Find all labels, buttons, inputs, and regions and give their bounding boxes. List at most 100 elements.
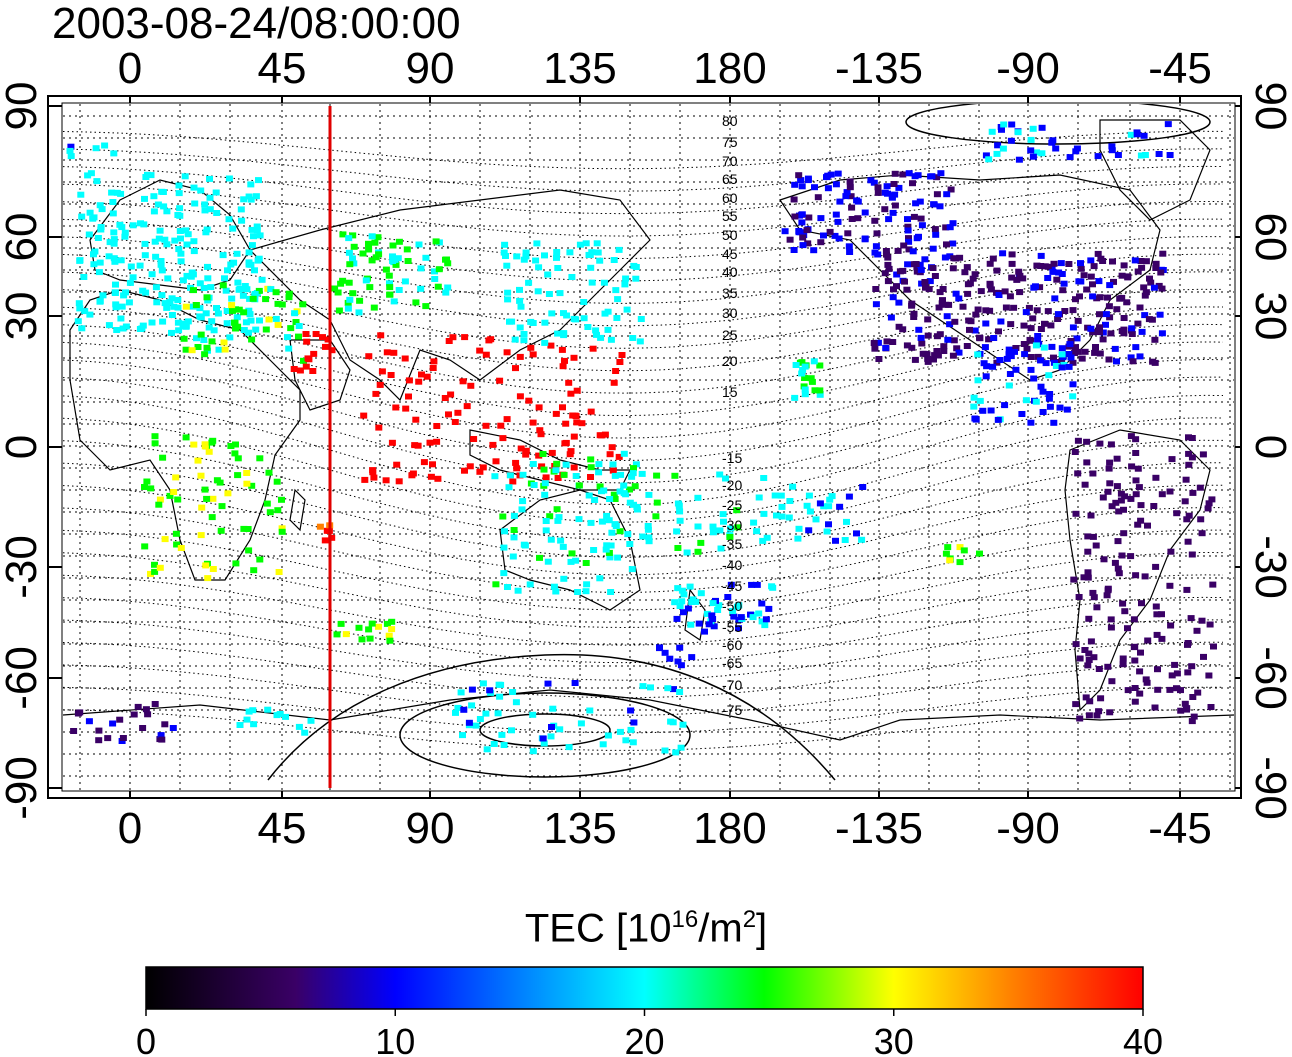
tec-cell xyxy=(105,253,113,260)
lon-tick-label-bottom: 90 xyxy=(406,804,455,853)
tec-cell xyxy=(1096,350,1104,357)
tec-cell xyxy=(1190,713,1198,720)
tec-cell xyxy=(1095,278,1103,285)
tec-cell xyxy=(500,570,508,577)
tec-cell xyxy=(816,391,824,398)
tec-cell xyxy=(1045,372,1053,379)
tec-cell xyxy=(1083,286,1091,293)
tec-cell xyxy=(312,331,320,337)
tec-cell xyxy=(1089,470,1097,477)
tec-cell xyxy=(375,251,383,258)
tec-cell xyxy=(322,343,329,350)
tec-cell xyxy=(501,528,508,535)
tec-cell xyxy=(516,324,524,331)
tec-cell xyxy=(905,246,913,253)
tec-cell xyxy=(273,478,281,485)
axis-ticks xyxy=(48,96,1241,798)
tec-cell xyxy=(791,394,799,401)
tec-cell xyxy=(121,233,129,240)
tec-cell xyxy=(903,342,911,349)
tec-cell xyxy=(909,180,916,187)
tec-cell xyxy=(174,319,182,326)
tec-cell xyxy=(74,318,82,325)
tec-cell xyxy=(1115,508,1123,515)
tec-cell xyxy=(1108,503,1116,510)
tec-cell xyxy=(349,232,357,239)
tec-cell xyxy=(1037,252,1045,259)
tec-cell xyxy=(251,267,258,274)
tec-cell xyxy=(632,461,640,468)
tec-cell xyxy=(986,260,994,267)
tec-cell xyxy=(803,227,811,234)
tec-cell xyxy=(1085,615,1093,622)
tec-cell xyxy=(999,250,1007,257)
tec-cell xyxy=(508,727,515,734)
tec-cell xyxy=(1089,281,1096,288)
tec-cell xyxy=(1110,278,1117,285)
tec-cell xyxy=(1050,354,1057,361)
tec-cell xyxy=(798,211,806,218)
tec-cell xyxy=(1092,542,1100,549)
contour-label: 50 xyxy=(722,227,738,243)
tec-cell xyxy=(687,621,695,628)
tec-cell xyxy=(943,191,951,198)
tec-cell xyxy=(799,367,807,373)
tec-cell xyxy=(556,290,564,297)
tec-cell xyxy=(172,530,180,537)
tec-cell xyxy=(378,368,386,375)
tec-cell xyxy=(85,718,93,725)
tec-cell xyxy=(1008,260,1016,267)
tec-cell xyxy=(683,549,691,556)
tec-cell xyxy=(910,314,918,320)
tec-cell xyxy=(893,283,900,290)
tec-cell xyxy=(245,307,253,314)
tec-cell xyxy=(568,550,576,557)
tec-cell xyxy=(1107,330,1115,337)
tec-cell xyxy=(552,467,560,474)
contour-curve xyxy=(63,507,1224,593)
tec-cell xyxy=(91,248,99,255)
tec-cell xyxy=(301,729,309,736)
tec-cell xyxy=(250,721,258,728)
lat-tick-label-left: -60 xyxy=(0,646,46,710)
tec-cell xyxy=(498,731,506,738)
tec-cell xyxy=(976,397,984,404)
tec-cell xyxy=(500,742,508,748)
tec-cell xyxy=(233,250,241,257)
tec-cell xyxy=(355,309,363,316)
tec-cell xyxy=(255,177,262,184)
tec-cell xyxy=(1041,320,1048,327)
tec-cell xyxy=(1008,121,1016,128)
tec-cell xyxy=(1083,459,1091,466)
tec-cell xyxy=(239,292,247,299)
tec-cell xyxy=(804,175,812,182)
tec-cell xyxy=(566,249,574,256)
tec-cell xyxy=(101,142,109,149)
tec-cell xyxy=(1173,670,1181,677)
contour-lines xyxy=(63,104,1224,781)
tec-cell xyxy=(307,717,315,724)
tec-cell xyxy=(981,344,989,351)
tec-cell xyxy=(909,248,917,255)
tec-cell xyxy=(836,503,844,510)
tec-cell xyxy=(159,318,167,325)
tec-cell xyxy=(182,346,190,353)
tec-cell xyxy=(1120,315,1128,321)
tec-cell xyxy=(467,382,475,389)
tec-cell xyxy=(98,206,106,213)
tec-cell xyxy=(1141,152,1149,158)
tec-cell xyxy=(1083,438,1091,445)
tec-cell xyxy=(387,372,395,378)
contour-curve xyxy=(63,183,1223,237)
tec-cell xyxy=(248,482,256,489)
tec-cell xyxy=(570,433,578,440)
tec-cell xyxy=(517,445,525,452)
tec-cell xyxy=(582,560,590,566)
tec-cell xyxy=(709,529,717,536)
tec-cell xyxy=(182,434,190,441)
contour-label: 15 xyxy=(722,384,738,400)
tec-cell xyxy=(846,184,854,191)
tec-cell xyxy=(204,263,211,270)
tec-cell xyxy=(533,240,541,247)
contour-curve xyxy=(63,165,1224,215)
